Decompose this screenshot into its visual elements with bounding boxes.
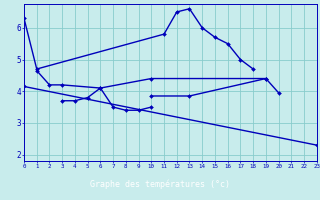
Text: Graphe des températures (°c): Graphe des températures (°c) [90, 180, 230, 189]
